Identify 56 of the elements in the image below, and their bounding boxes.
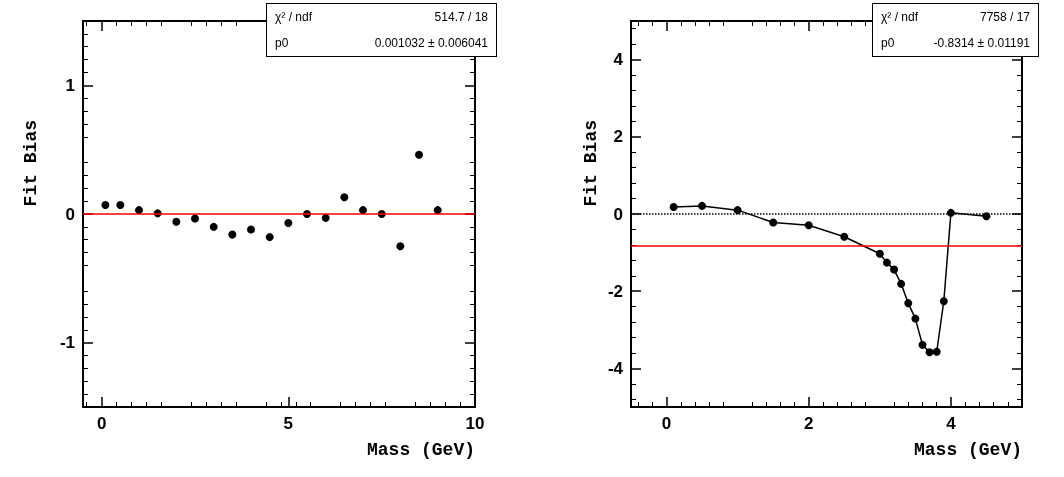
y-axis-title: Fit Bias — [21, 120, 41, 207]
point — [415, 150, 423, 159]
point — [116, 201, 125, 209]
x-tick-label: 2 — [803, 414, 814, 433]
x-axis-title: Mass (GeV) — [913, 440, 1023, 460]
y-tick-label: 4 — [613, 50, 624, 70]
point — [925, 348, 934, 357]
annotation: 7758 / 17 — [979, 10, 1030, 24]
point — [769, 218, 778, 227]
annotation: χ² / ndf — [275, 10, 312, 24]
point — [897, 279, 906, 288]
point — [265, 233, 274, 242]
point — [359, 206, 367, 215]
y-tick-label: 0 — [65, 204, 75, 224]
point — [135, 206, 143, 215]
annotation: 0.001032 ± 0.006041 — [374, 36, 488, 50]
y-tick-label: -2 — [607, 281, 623, 301]
annotation: 514.7 / 18 — [434, 10, 488, 24]
point — [247, 225, 255, 234]
point — [840, 232, 849, 241]
point — [804, 221, 813, 230]
x-tick-label: 0 — [96, 414, 107, 433]
point — [396, 242, 405, 251]
y-tick-label: -1 — [59, 333, 75, 353]
point — [932, 347, 941, 356]
point — [101, 201, 110, 209]
point — [172, 217, 181, 226]
point — [733, 206, 742, 215]
y-tick-label: 2 — [613, 127, 623, 147]
point — [882, 258, 891, 267]
point — [669, 203, 678, 212]
point — [875, 249, 884, 258]
y-axis-title: Fit Bias — [581, 120, 601, 207]
point — [904, 299, 913, 308]
x-tick-label: 5 — [283, 414, 294, 433]
annotation: p0 — [275, 36, 289, 50]
point — [191, 214, 199, 223]
point — [340, 193, 349, 202]
x-tick-label: 4 — [946, 414, 957, 433]
point — [939, 297, 948, 306]
point — [284, 219, 293, 227]
point — [228, 230, 237, 239]
annotation: p0 — [881, 36, 895, 50]
point — [918, 340, 927, 349]
point — [698, 201, 707, 210]
point — [911, 314, 920, 323]
x-tick-label: 0 — [661, 414, 672, 433]
point — [209, 222, 218, 231]
x-axis-title: Mass (GeV) — [366, 440, 476, 460]
annotation: -0.8314 ± 0.01191 — [933, 36, 1030, 50]
x-tick-label: 10 — [465, 414, 485, 433]
y-tick-label: 0 — [613, 204, 623, 224]
annotation: χ² / ndf — [881, 10, 918, 24]
y-tick-label: 1 — [65, 75, 75, 95]
y-tick-label: -4 — [607, 358, 624, 378]
point — [890, 265, 899, 274]
